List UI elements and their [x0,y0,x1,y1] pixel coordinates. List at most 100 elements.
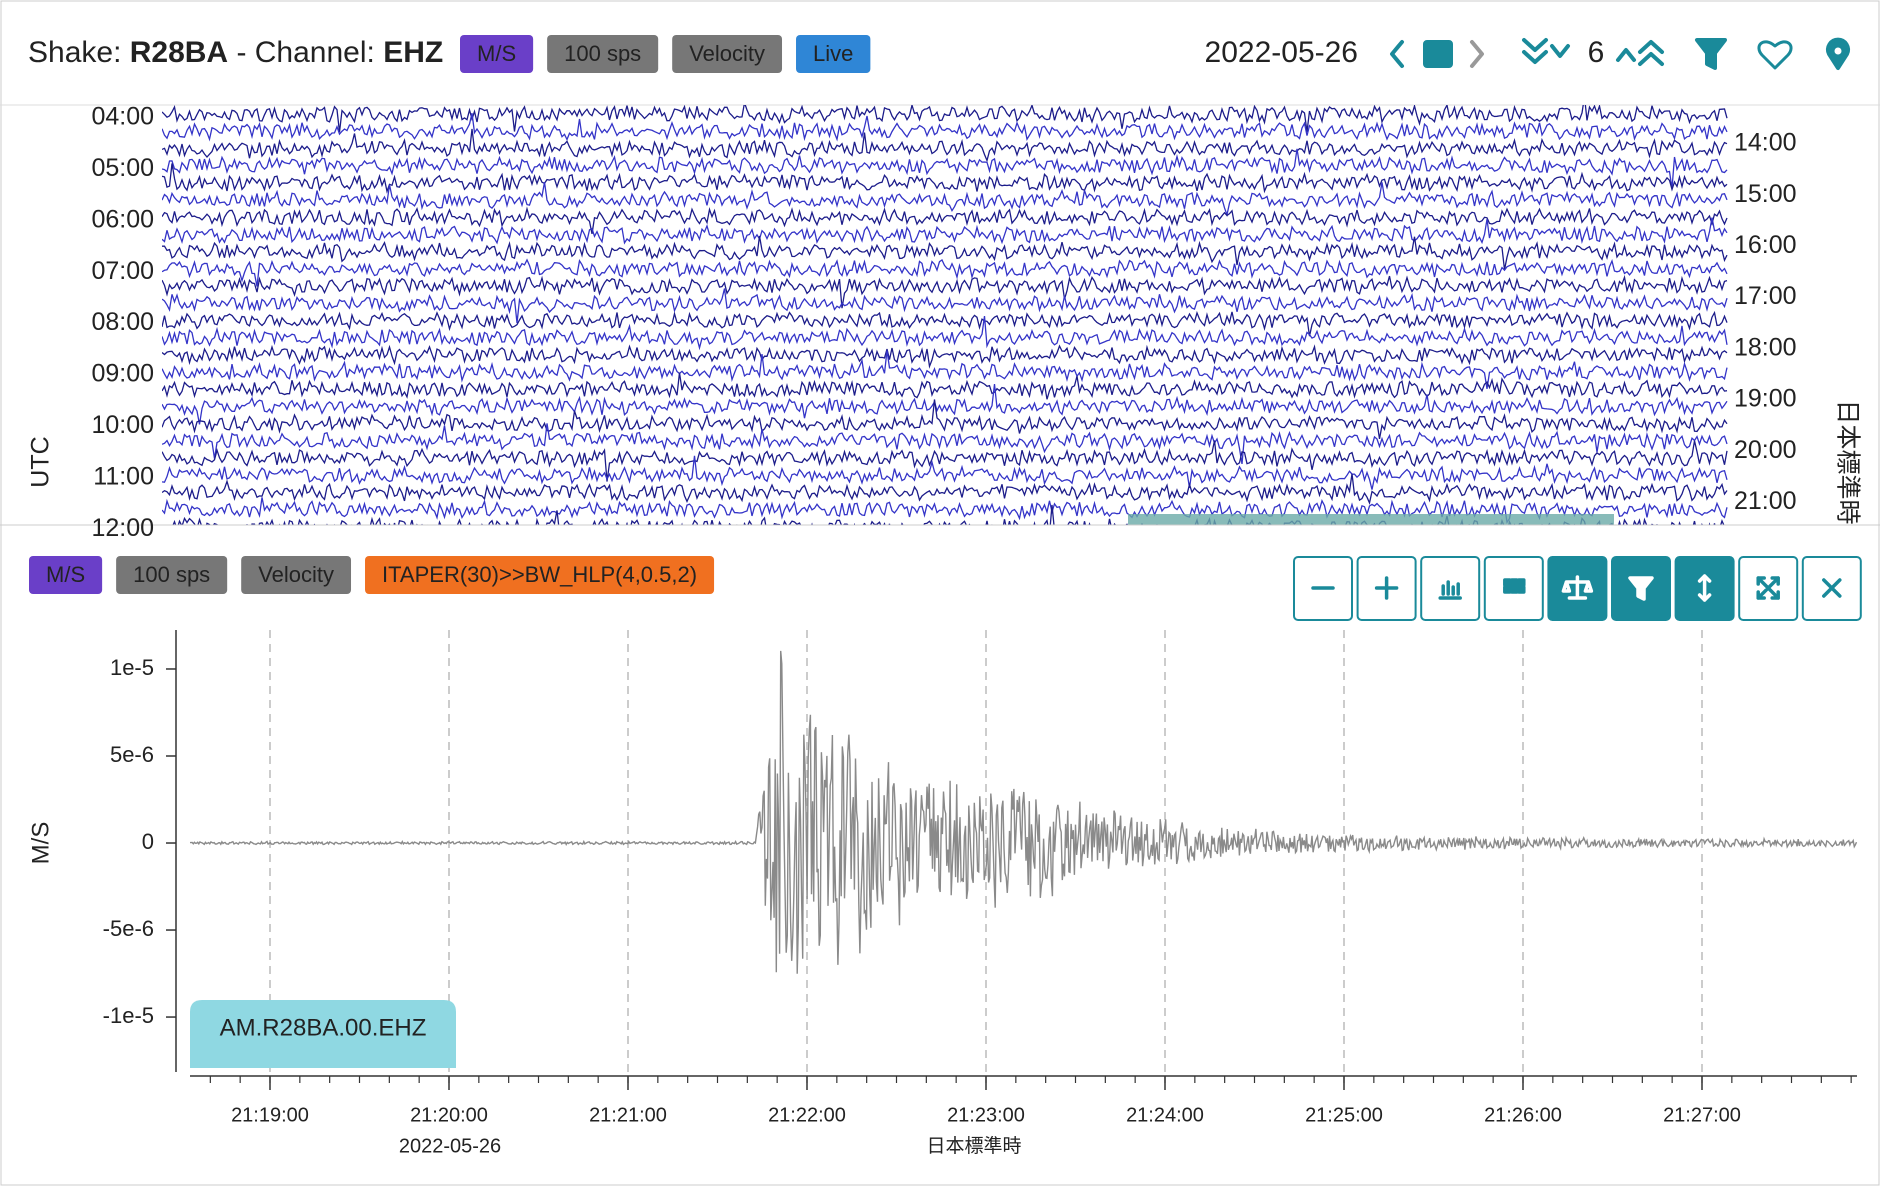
button-icon [1822,578,1842,598]
x-axis-label: 日本標準時 [926,1135,1021,1157]
utc-hour-label: 05:00 [91,154,154,182]
location-dot [1834,47,1842,55]
y-tick-label: 0 [142,829,154,854]
y-axis-label: M/S [27,822,54,865]
y-tick-label: -1e-5 [103,1003,154,1028]
selection-bar [1128,514,1614,525]
utc-hour-label: 07:00 [91,257,154,285]
helicorder-trace [162,148,1728,189]
helicorder-traces [162,105,1728,525]
x-tick-label: 21:23:00 [947,1104,1025,1126]
jst-hour-label: 17:00 [1734,282,1797,310]
calendar[interactable] [1423,40,1453,68]
badge [547,35,659,73]
helicorder-trace [162,344,1728,369]
button-icon [1503,578,1526,594]
jst-hour-label: 21:00 [1734,487,1797,515]
jst-hour-label: 19:00 [1734,385,1797,413]
helicorder-trace [162,163,1728,194]
helicorder-trace [162,181,1728,218]
y-tick-label: 1e-5 [110,655,154,680]
badge [29,556,103,594]
channel-label-box [190,1000,456,1068]
station: R28BA [130,36,228,69]
helicorder-trace [162,455,1728,490]
button-icon [1756,576,1780,600]
next-day[interactable] [1470,40,1484,68]
more-days[interactable] [1616,40,1664,66]
helicorder-trace [162,440,1728,482]
helicorder-trace [162,128,1728,163]
button-icon [1438,580,1462,600]
x-date-label: 2022-05-26 [399,1135,501,1157]
badge [460,35,534,73]
helicorder-trace [162,206,1728,235]
badge-label: Live [813,41,853,66]
title: Shake: R28BA - Channel: EHZ [28,36,443,69]
prev-day[interactable] [1390,40,1404,68]
filter[interactable] [1695,38,1727,70]
badge [672,35,783,73]
badge [241,556,352,594]
utc-hour-label: 10:00 [91,411,154,439]
badge-label: 100 sps [564,41,641,66]
helicorder-trace [162,497,1728,524]
x-tick-label: 21:27:00 [1663,1104,1741,1126]
badge-label: Velocity [689,41,765,66]
badge-label: 100 sps [133,562,210,587]
jst-hour-label: 20:00 [1734,436,1797,464]
y-tick-label: -5e-6 [103,916,154,941]
helicorder-trace [162,258,1728,287]
fewer-days[interactable] [1522,38,1570,64]
utc-hour-label: 11:00 [93,462,154,490]
helicorder-trace [162,288,1728,324]
helicorder-trace [162,399,1728,440]
helicorder-trace [162,350,1728,390]
utc-hour-label: 04:00 [91,103,154,131]
helicorder-trace [162,113,1728,142]
utc-hour-label: 09:00 [91,360,154,388]
waveform [190,650,1858,974]
helicorder-trace [162,423,1728,465]
jst-hour-label: 14:00 [1734,129,1797,157]
x-tick-label: 21:24:00 [1126,1104,1204,1126]
day-count: 6 [1588,36,1605,69]
utc-axis-label: UTC [27,436,55,487]
badge-label: M/S [477,41,516,66]
jst-hour-label: 15:00 [1734,180,1797,208]
x-tick-label: 21:25:00 [1305,1104,1383,1126]
helicorder-trace [162,217,1728,245]
utc-hour-label: 06:00 [91,205,154,233]
badge [365,556,715,594]
x-tick-label: 21:19:00 [231,1104,309,1126]
badge-label: M/S [46,562,85,587]
helicorder-trace [162,372,1728,400]
helicorder-trace [162,274,1728,309]
utc-hour-label: 08:00 [91,308,154,336]
channel-prefix: - Channel: [228,36,383,69]
jst-axis-label: 日本標準時 [1833,399,1861,524]
button-histogram[interactable] [1420,556,1481,621]
x-tick-label: 21:26:00 [1484,1104,1562,1126]
badge [796,35,871,73]
helicorder-trace [162,316,1728,351]
helicorder-trace [162,384,1728,425]
helicorder-trace [166,504,1725,525]
x-tick-label: 21:21:00 [589,1104,667,1126]
helicorder-trace [162,473,1728,505]
button-icon [1697,574,1712,602]
favorite[interactable] [1757,40,1793,70]
channel-label: AM.R28BA.00.EHZ [220,1014,427,1041]
badge-label: ITAPER(30)>>BW_HLP(4,0.5,2) [382,562,697,587]
channel: EHZ [383,36,443,69]
y-tick-label: 5e-6 [110,742,154,767]
helicorder-trace [162,105,1728,133]
badge-label: Velocity [258,562,334,587]
helicorder-trace [162,235,1728,270]
utc-hour-label: 12:00 [91,514,154,542]
x-tick-label: 21:20:00 [410,1104,488,1126]
jst-hour-label: 16:00 [1734,231,1797,259]
button-icon [1628,576,1654,601]
